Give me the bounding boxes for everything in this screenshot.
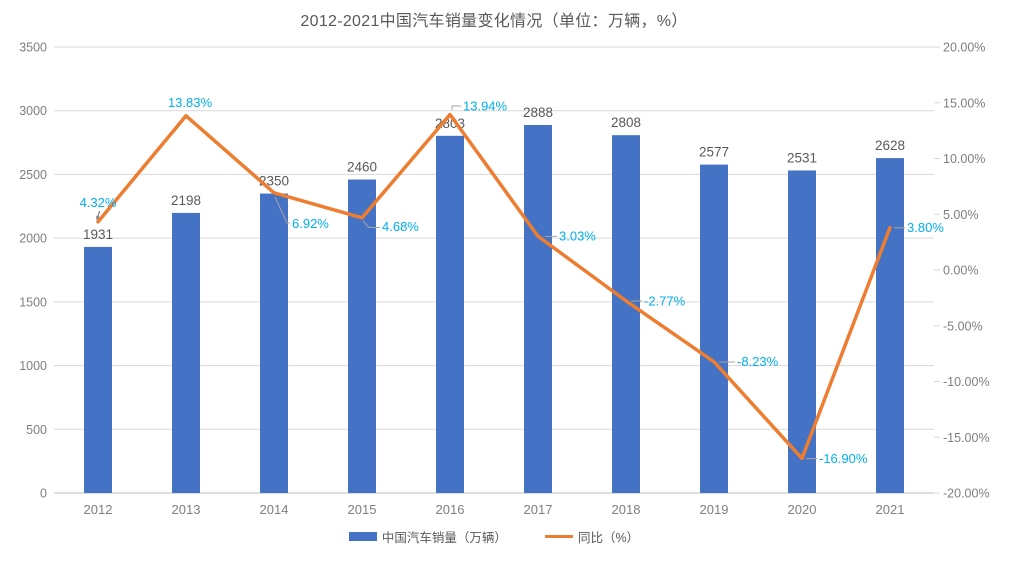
left-axis-tick-label: 500 [26,423,47,437]
legend-label-sales: 中国汽车销量（万辆） [381,531,507,545]
yoy-value-label: -16.90% [819,451,868,466]
x-axis-label: 2016 [436,502,465,517]
left-axis-tick-label: 0 [40,487,47,501]
yoy-value-label: 4.68% [382,219,419,234]
bar-value-label: 2808 [611,115,641,130]
yoy-value-label: 6.92% [292,216,329,231]
label-leader-arrow [97,210,101,218]
x-axis-label: 2017 [524,502,553,517]
bar-2019 [700,164,728,493]
x-axis-label: 2020 [788,502,817,517]
yoy-value-label: 13.94% [463,99,508,114]
yoy-value-label: -2.77% [644,294,686,309]
x-axis-label: 2012 [84,502,113,517]
bar-2017 [524,124,552,494]
yoy-value-label: 4.32% [80,195,117,210]
label-leader-line [451,105,461,110]
yoy-value-label: 3.80% [907,220,944,235]
bar-value-label: 2460 [347,160,377,175]
chart-title: 2012-2021中国汽车销量变化情况（单位：万辆，%） [300,13,688,30]
yoy-line [96,112,892,461]
left-axis-tick-label: 3000 [19,104,47,118]
bar-2012 [84,246,112,493]
bar-2020 [788,170,816,494]
label-leader-line [362,220,380,228]
legend-item-yoy: 同比（%） [544,527,640,546]
right-axis-tick-label: 5.00% [943,208,978,222]
left-axis-tick-label: 3500 [19,41,47,55]
right-axis-tick-label: -5.00% [943,319,983,333]
right-axis-tick-label: 15.00% [943,96,985,110]
chart-legend: 中国汽车销量（万辆） 同比（%） [54,527,934,546]
bar-value-label: 2350 [259,174,289,189]
x-axis-label: 2021 [876,502,905,517]
x-axis-label: 2018 [612,502,641,517]
label-leader-arrowhead [96,215,100,221]
x-axis-label: 2013 [172,502,201,517]
bar-series-swatch [348,532,377,541]
bar-value-label: 2531 [787,150,817,165]
right-axis-tick-label: -10.00% [943,375,990,389]
left-axis-tick-label: 2500 [19,168,47,182]
right-axis-tick-label: 10.00% [943,152,985,166]
legend-label-yoy: 同比（%） [577,531,640,545]
bar-2018 [612,135,640,493]
yoy-value-label: 13.83% [168,95,213,110]
bar-value-label: 2628 [875,138,905,153]
bar-value-label: 2577 [699,145,729,160]
bar-2015 [348,179,376,494]
left-axis-tick-label: 2000 [19,232,47,246]
bar-2021 [876,158,904,493]
bar-2014 [260,193,288,494]
bar-2016 [436,135,464,493]
right-axis-tick-label: -15.00% [943,431,990,445]
bar-value-label: 1931 [83,227,113,242]
label-leader-line [274,196,290,224]
line-series-swatch [544,535,573,538]
x-axis-label: 2015 [348,502,377,517]
yoy-value-label: -8.23% [737,354,779,369]
right-axis-tick-label: 0.00% [943,264,978,278]
left-axis-tick-label: 1000 [19,359,47,373]
right-axis-tick-label: -20.00% [943,487,990,501]
bar-value-label: 2198 [171,193,201,208]
bar-value-label: 2888 [523,105,553,120]
bar-2013 [172,212,200,494]
yoy-value-label: 3.03% [559,229,596,244]
legend-item-sales: 中国汽车销量（万辆） [348,527,507,546]
x-axis-label: 2019 [700,502,729,517]
x-axis-label: 2014 [260,502,289,517]
left-axis-tick-label: 1500 [19,295,47,309]
right-axis-tick-label: 20.00% [943,41,985,55]
